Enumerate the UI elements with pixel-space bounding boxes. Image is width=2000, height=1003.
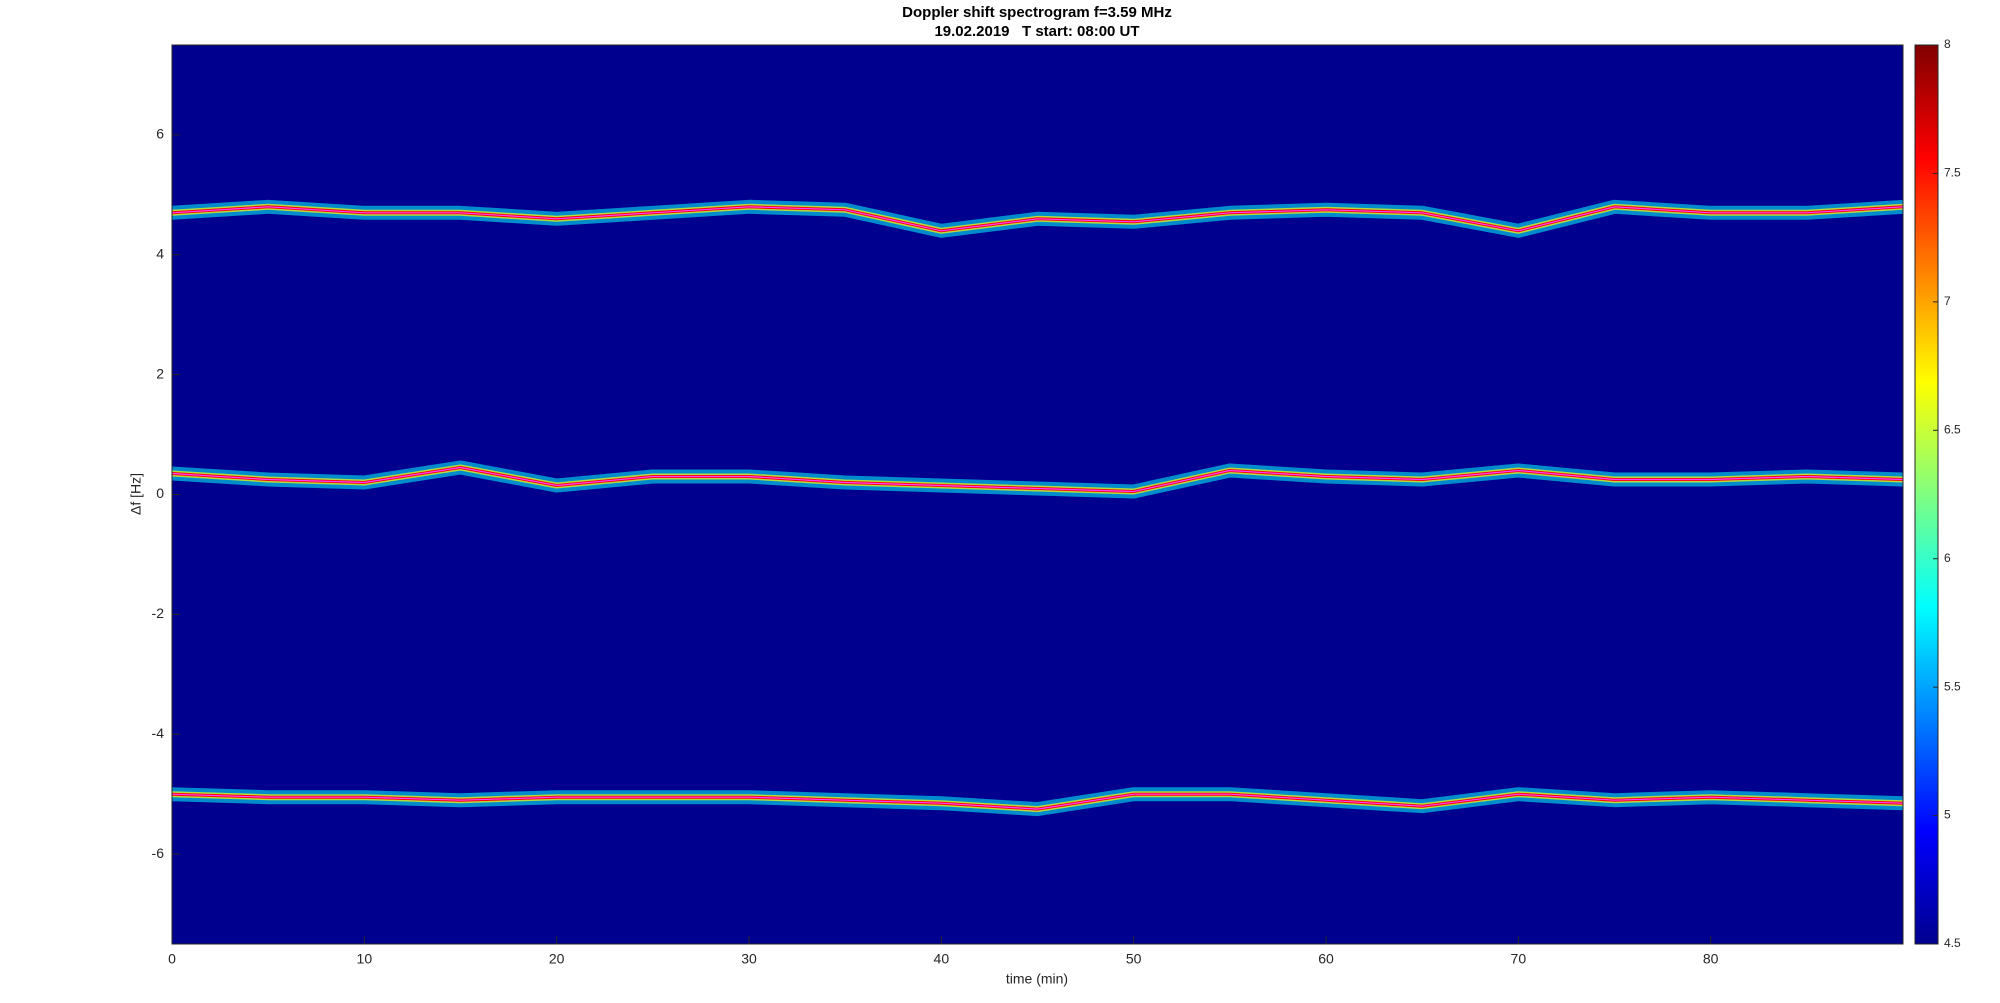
colorbar-tick-label: 4.5	[1944, 936, 1961, 950]
x-tick-label: 20	[549, 951, 565, 967]
x-tick-label: 60	[1318, 951, 1334, 967]
trace-line	[172, 466, 1903, 493]
traces	[172, 199, 1903, 817]
y-tick-label: 4	[156, 245, 164, 261]
x-axis-label: time (min)	[1006, 971, 1068, 987]
y-tick-label: -6	[152, 845, 165, 861]
x-tick-label: 40	[934, 951, 950, 967]
colorbar-tick-label: 8	[1944, 37, 1951, 51]
colorbar-tick-label: 7	[1944, 294, 1951, 308]
colorbar-tick-label: 6	[1944, 551, 1951, 565]
x-tick-label: 0	[168, 951, 176, 967]
x-tick-label: 50	[1126, 951, 1142, 967]
x-tick-label: 70	[1511, 951, 1527, 967]
colorbar-tick-label: 7.5	[1944, 166, 1961, 180]
colorbar	[1914, 44, 1939, 945]
chart-subtitle: 19.02.2019 T start: 08:00 UT	[934, 23, 1139, 40]
trace-line	[172, 206, 1903, 232]
colorbar-tick-label: 6.5	[1944, 422, 1961, 436]
x-tick-label: 80	[1703, 951, 1719, 967]
y-tick-label: 0	[156, 485, 164, 501]
colorbar-tick-label: 5.5	[1944, 679, 1961, 693]
x-tick-label: 10	[357, 951, 373, 967]
y-tick-label: -2	[152, 605, 165, 621]
trace-line	[172, 793, 1903, 810]
chart-title: Doppler shift spectrogram f=3.59 MHz	[902, 4, 1172, 21]
y-tick-label: 2	[156, 365, 164, 381]
y-tick-label: 6	[156, 126, 164, 142]
y-axis-label: Δf [Hz]	[128, 473, 144, 515]
colorbar-tick-label: 5	[1944, 808, 1951, 822]
y-tick-label: -4	[152, 725, 165, 741]
x-tick-label: 30	[741, 951, 757, 967]
